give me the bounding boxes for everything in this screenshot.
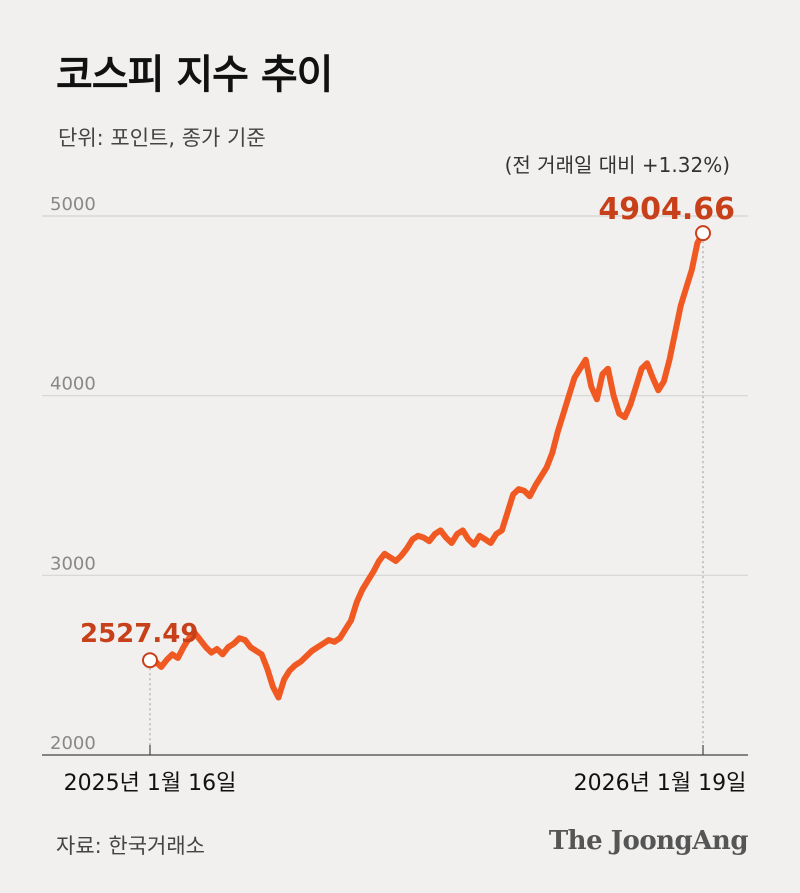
y-tick-label-4000: 4000: [50, 374, 96, 395]
grid-lines: [42, 215, 748, 576]
start-value-label: 2527.49: [80, 619, 198, 649]
end-value-label: 4904.66: [598, 192, 735, 227]
end-point-marker: [695, 225, 711, 242]
x-tick-label-end: 2026년 1월 19일: [574, 771, 747, 796]
x-tick-label-start: 2025년 1월 16일: [64, 771, 237, 796]
chart-title: 코스피 지수 추이: [56, 52, 333, 98]
source-note: 자료: 한국거래소: [56, 834, 205, 858]
kospi-series-line: [147, 230, 706, 701]
unit-note: 단위: 포인트, 종가 기준: [58, 126, 266, 150]
brand-logo: The JoongAng: [548, 826, 749, 856]
y-tick-label-3000: 3000: [50, 553, 96, 574]
y-axis: 2000 3000 4000 5000: [50, 194, 96, 754]
end-change-label: (전 거래일 대비 +1.32%): [505, 153, 730, 177]
y-tick-label-2000: 2000: [50, 733, 96, 754]
y-tick-label-5000: 5000: [50, 194, 96, 215]
start-point-marker: [142, 652, 158, 669]
